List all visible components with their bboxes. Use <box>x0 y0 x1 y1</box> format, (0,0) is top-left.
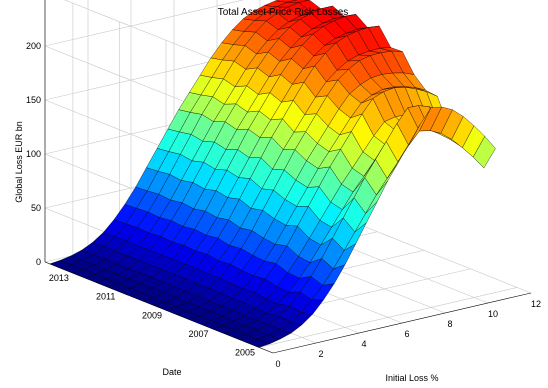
grid-line <box>258 287 518 348</box>
z-tick-label: 150 <box>26 95 41 105</box>
z-axis-label: Global Loss EUR bn <box>14 121 24 203</box>
x-tick-label: 8 <box>447 319 452 329</box>
y-tick-label: 2013 <box>49 273 69 283</box>
tick-labels: 0 2 4 6 8 10 12 2005 2007 2009 2011 2013 0 50 100 150 20… <box>26 41 541 369</box>
x-tick-label: 0 <box>275 359 280 369</box>
x-tick-label: 2 <box>318 349 323 359</box>
z-tick-label: 0 <box>36 257 41 267</box>
x-axis-line <box>272 292 532 354</box>
x-tick-label: 4 <box>361 339 366 349</box>
x-tick-label: 10 <box>488 309 498 319</box>
y-tick-label: 2011 <box>96 292 115 302</box>
y-tick-label: 2005 <box>235 347 255 357</box>
z-tick-label: 50 <box>31 203 41 213</box>
grid-line <box>44 0 245 47</box>
x-tick-label: 12 <box>531 299 541 309</box>
y-tick-label: 2007 <box>188 329 208 339</box>
x-axis-label: Initial Loss % <box>385 373 438 383</box>
y-axis-label: Date <box>162 367 181 377</box>
z-tick-label: 200 <box>26 41 41 51</box>
surface-mesh <box>49 0 496 348</box>
chart-title: Total Asset Price Risk Losses <box>218 7 349 18</box>
z-tick-label: 100 <box>26 149 41 159</box>
surface-patch <box>472 135 496 169</box>
x-tick-label: 6 <box>404 329 409 339</box>
y-tick-label: 2009 <box>142 310 162 320</box>
